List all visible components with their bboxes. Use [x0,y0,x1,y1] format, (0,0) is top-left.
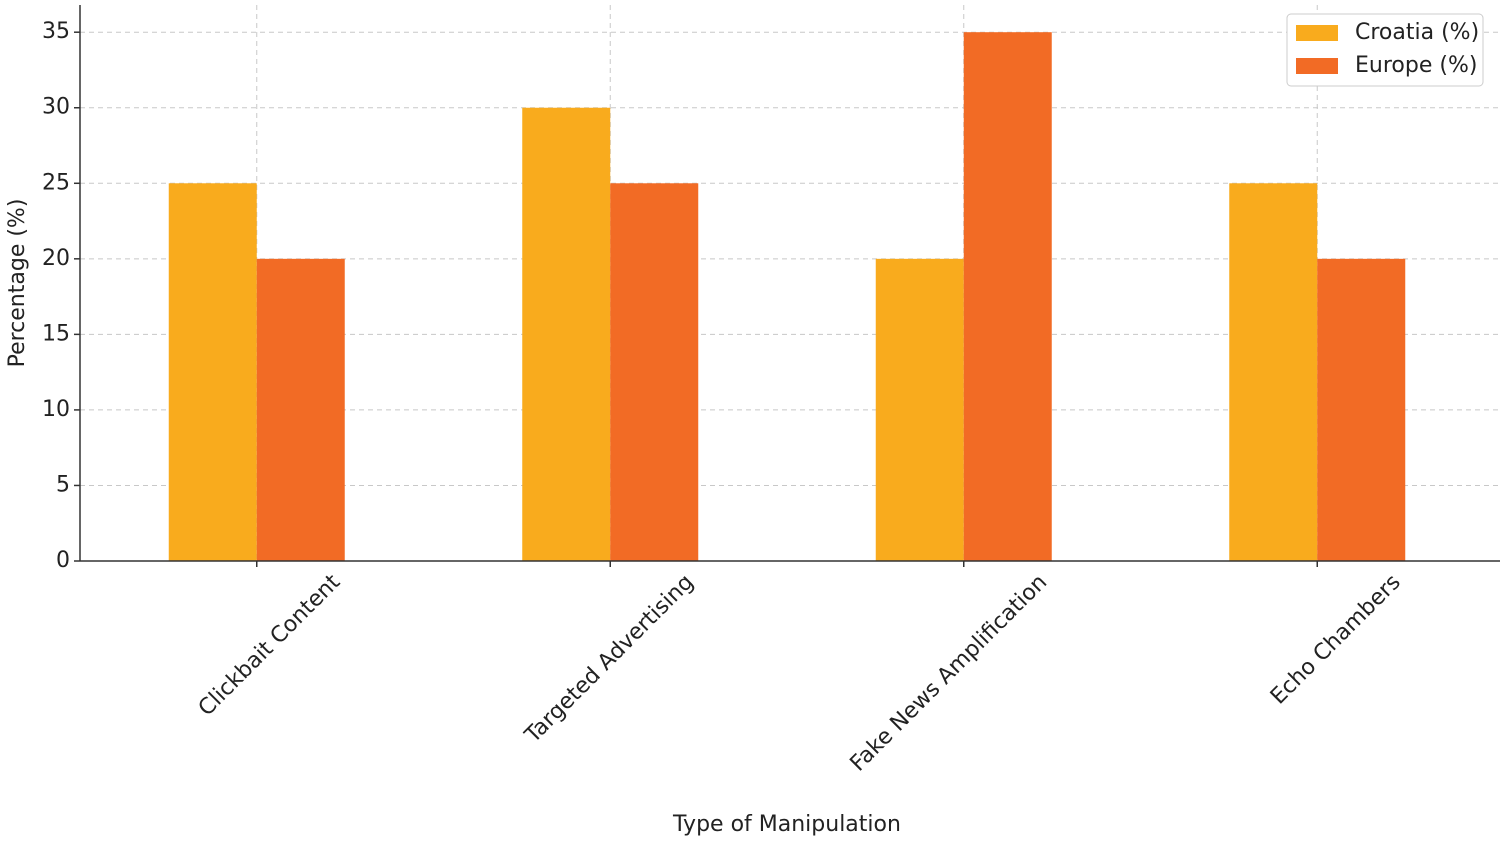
legend-label: Croatia (%) [1355,20,1479,45]
y-axis-label: Percentage (%) [5,199,30,368]
x-tick-label: Clickbait Content [194,570,346,722]
x-tick-label: Targeted Advertising [520,570,699,749]
bar [522,107,611,561]
y-tick-label: 15 [42,321,70,346]
y-tick-label: 20 [42,246,70,271]
y-tick-label: 35 [42,19,70,44]
y-tick-label: 0 [56,548,70,573]
x-tick-label: Echo Chambers [1266,570,1406,710]
y-tick-label: 25 [42,170,70,195]
bar [963,32,1052,561]
bar [256,258,345,561]
bar [1317,258,1406,561]
legend-label: Europe (%) [1355,53,1477,78]
x-axis-label: Type of Manipulation [672,812,901,837]
bar [875,258,964,561]
bar [610,183,699,562]
y-tick-label: 10 [42,397,70,422]
bar [1229,183,1318,562]
y-tick-label: 30 [42,95,70,120]
y-tick-label: 5 [56,472,70,497]
bar [168,183,257,562]
legend-swatch [1296,58,1338,74]
x-tick-label: Fake News Amplification [846,570,1053,777]
legend-swatch [1296,25,1338,41]
